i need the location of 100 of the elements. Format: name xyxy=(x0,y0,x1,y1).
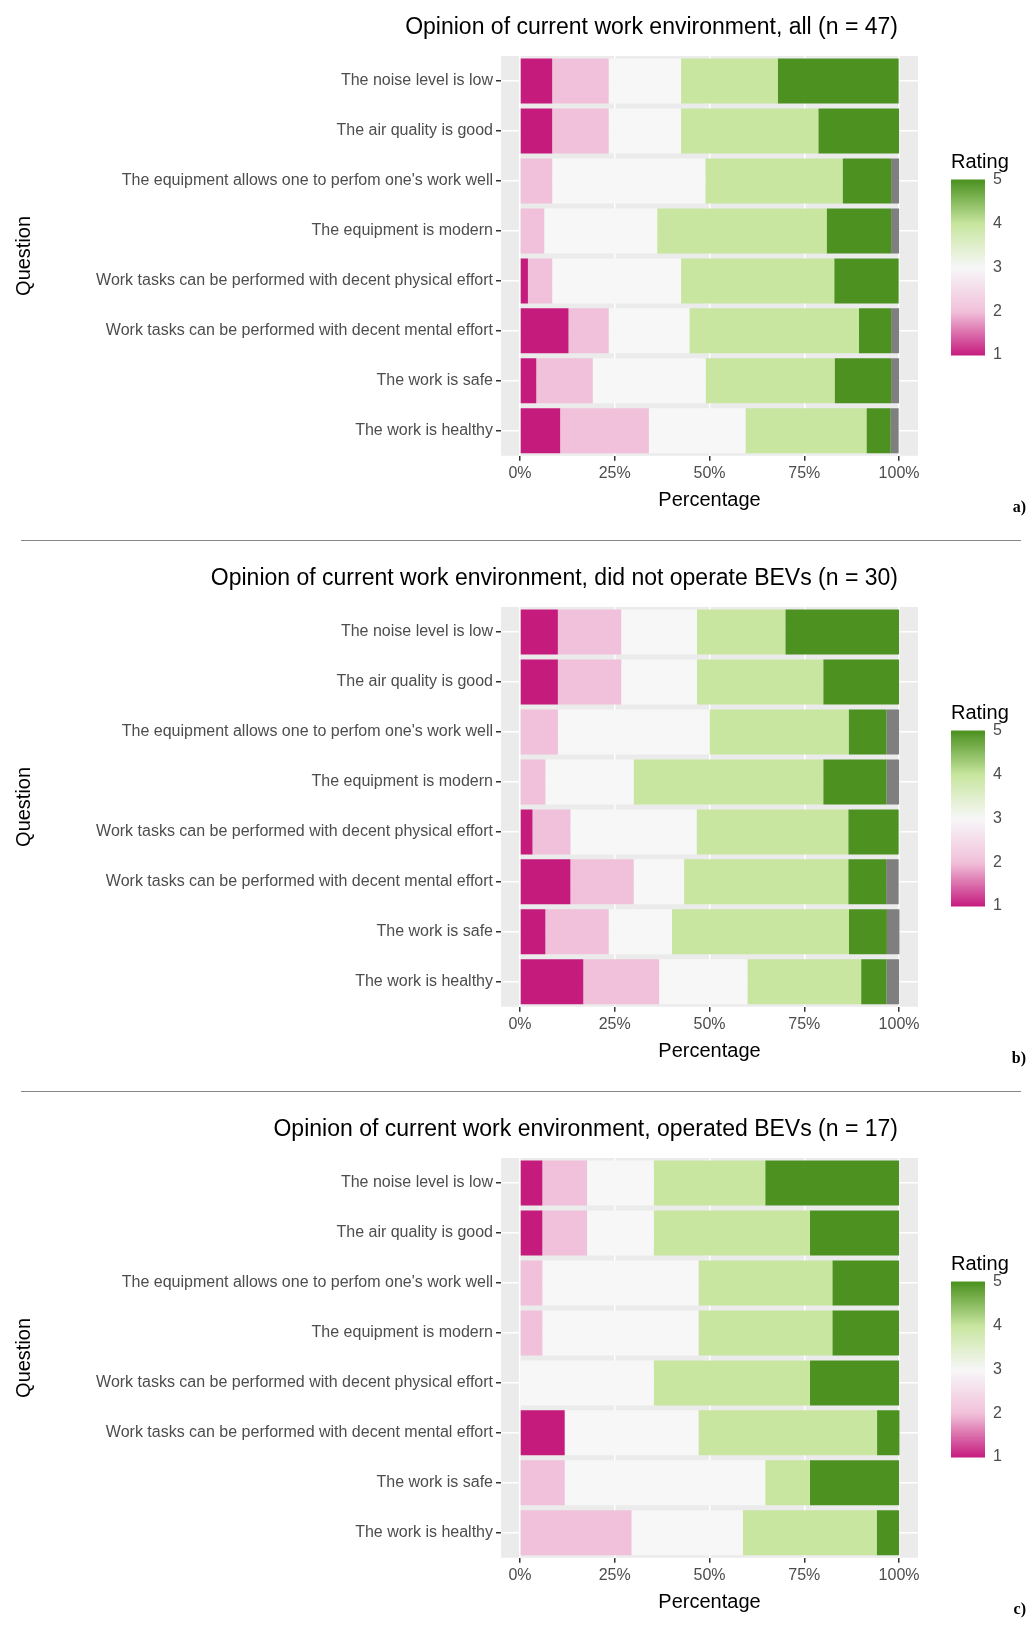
bar xyxy=(560,408,649,454)
bar xyxy=(520,1410,565,1456)
x-tick-label: 50% xyxy=(693,1014,726,1032)
bar xyxy=(826,208,892,254)
y-tick-label: Work tasks can be performed with decent mental effort xyxy=(105,872,494,890)
x-tick-label: 75% xyxy=(788,1014,821,1032)
bar xyxy=(709,709,849,755)
bar xyxy=(520,809,533,855)
bar xyxy=(527,258,553,304)
bar xyxy=(520,959,584,1005)
bar xyxy=(657,208,827,254)
bar xyxy=(520,208,545,254)
bar xyxy=(520,158,553,204)
x-tick-label: 25% xyxy=(598,1014,631,1032)
bar xyxy=(834,358,892,404)
color-bar-label: 1 xyxy=(993,345,1002,363)
x-axis-title: Percentage xyxy=(658,1589,761,1612)
bar xyxy=(520,1210,543,1256)
x-tick-label: 50% xyxy=(693,1565,726,1583)
bar xyxy=(520,609,558,655)
bar xyxy=(653,1160,766,1206)
bar xyxy=(891,358,900,404)
bar xyxy=(532,809,571,855)
bar xyxy=(557,609,622,655)
x-tick-label: 25% xyxy=(598,463,631,481)
bar xyxy=(568,308,609,354)
bar xyxy=(520,1510,632,1556)
y-axis-title: Question xyxy=(11,1317,34,1398)
bar xyxy=(832,1260,900,1306)
x-axis-title: Percentage xyxy=(658,1038,761,1061)
color-bar-title: Rating xyxy=(951,150,1009,172)
bar xyxy=(633,759,824,805)
y-tick-label: The equipment allows one to perfom one's work well xyxy=(121,171,493,189)
bar xyxy=(823,759,887,805)
bar xyxy=(520,358,537,404)
color-bar-label: 3 xyxy=(993,1359,1002,1377)
x-tick-label: 0% xyxy=(508,463,532,481)
x-tick-label: 100% xyxy=(878,1014,920,1032)
bar xyxy=(684,859,849,905)
bar xyxy=(876,1510,900,1556)
bar xyxy=(742,1510,877,1556)
y-tick-label: The work is healthy xyxy=(355,1523,493,1541)
bar xyxy=(520,909,546,955)
bar xyxy=(520,58,553,104)
bar xyxy=(698,1260,833,1306)
x-tick-label: 0% xyxy=(508,1014,532,1032)
bar xyxy=(542,1160,588,1206)
bar xyxy=(849,909,887,955)
bar xyxy=(520,1310,543,1356)
color-bar-title: Rating xyxy=(951,701,1009,723)
bar xyxy=(809,1460,900,1506)
color-bar-label: 4 xyxy=(993,765,1002,783)
bar xyxy=(745,408,867,454)
y-tick-label: The work is safe xyxy=(376,1473,494,1491)
bar xyxy=(671,909,850,955)
bar xyxy=(681,108,819,154)
bar xyxy=(653,1210,810,1256)
bar xyxy=(653,1360,810,1406)
bar xyxy=(823,659,900,705)
bar xyxy=(877,1410,900,1456)
bar xyxy=(765,1460,810,1506)
y-tick-label: The noise level is low xyxy=(340,1173,494,1191)
bar xyxy=(552,108,609,154)
bar xyxy=(520,759,546,805)
y-axis-title: Question xyxy=(11,766,34,847)
bar xyxy=(818,108,900,154)
y-tick-label: The equipment allows one to perfom one's work well xyxy=(121,1273,493,1291)
color-bar-label: 4 xyxy=(993,1316,1002,1334)
bar xyxy=(848,709,887,755)
bar xyxy=(689,308,859,354)
x-tick-label: 100% xyxy=(878,1565,920,1583)
bar xyxy=(886,709,900,755)
y-tick-label: The air quality is good xyxy=(336,672,493,690)
text: c) xyxy=(1013,1600,1026,1618)
bar xyxy=(842,158,892,204)
y-tick-label: The work is safe xyxy=(376,371,494,389)
bar xyxy=(848,859,887,905)
bar xyxy=(520,709,558,755)
y-tick-label: The noise level is low xyxy=(340,622,494,640)
text: a) xyxy=(1012,498,1026,516)
bar xyxy=(520,859,571,905)
x-tick-label: 0% xyxy=(508,1565,532,1583)
y-tick-label: Work tasks can be performed with decent mental effort xyxy=(105,1423,494,1441)
bar xyxy=(858,308,892,354)
y-tick-label: The equipment is modern xyxy=(311,772,493,790)
y-tick-label: Work tasks can be performed with decent physical effort xyxy=(96,271,494,289)
x-tick-label: 50% xyxy=(693,463,726,481)
y-tick-label: The air quality is good xyxy=(336,1223,493,1241)
color-bar-label: 3 xyxy=(993,257,1002,275)
bar xyxy=(520,408,561,454)
color-bar-label: 1 xyxy=(993,1447,1002,1465)
bar xyxy=(536,358,593,404)
color-bar-label: 2 xyxy=(993,1403,1002,1421)
bar xyxy=(698,1310,833,1356)
y-tick-label: Work tasks can be performed with decent mental effort xyxy=(105,321,494,339)
bar xyxy=(696,659,824,705)
chart-title: Opinion of current work environment, all (n = 47) xyxy=(405,13,898,39)
bar xyxy=(890,408,899,454)
bar xyxy=(698,1410,878,1456)
bar xyxy=(583,959,660,1005)
